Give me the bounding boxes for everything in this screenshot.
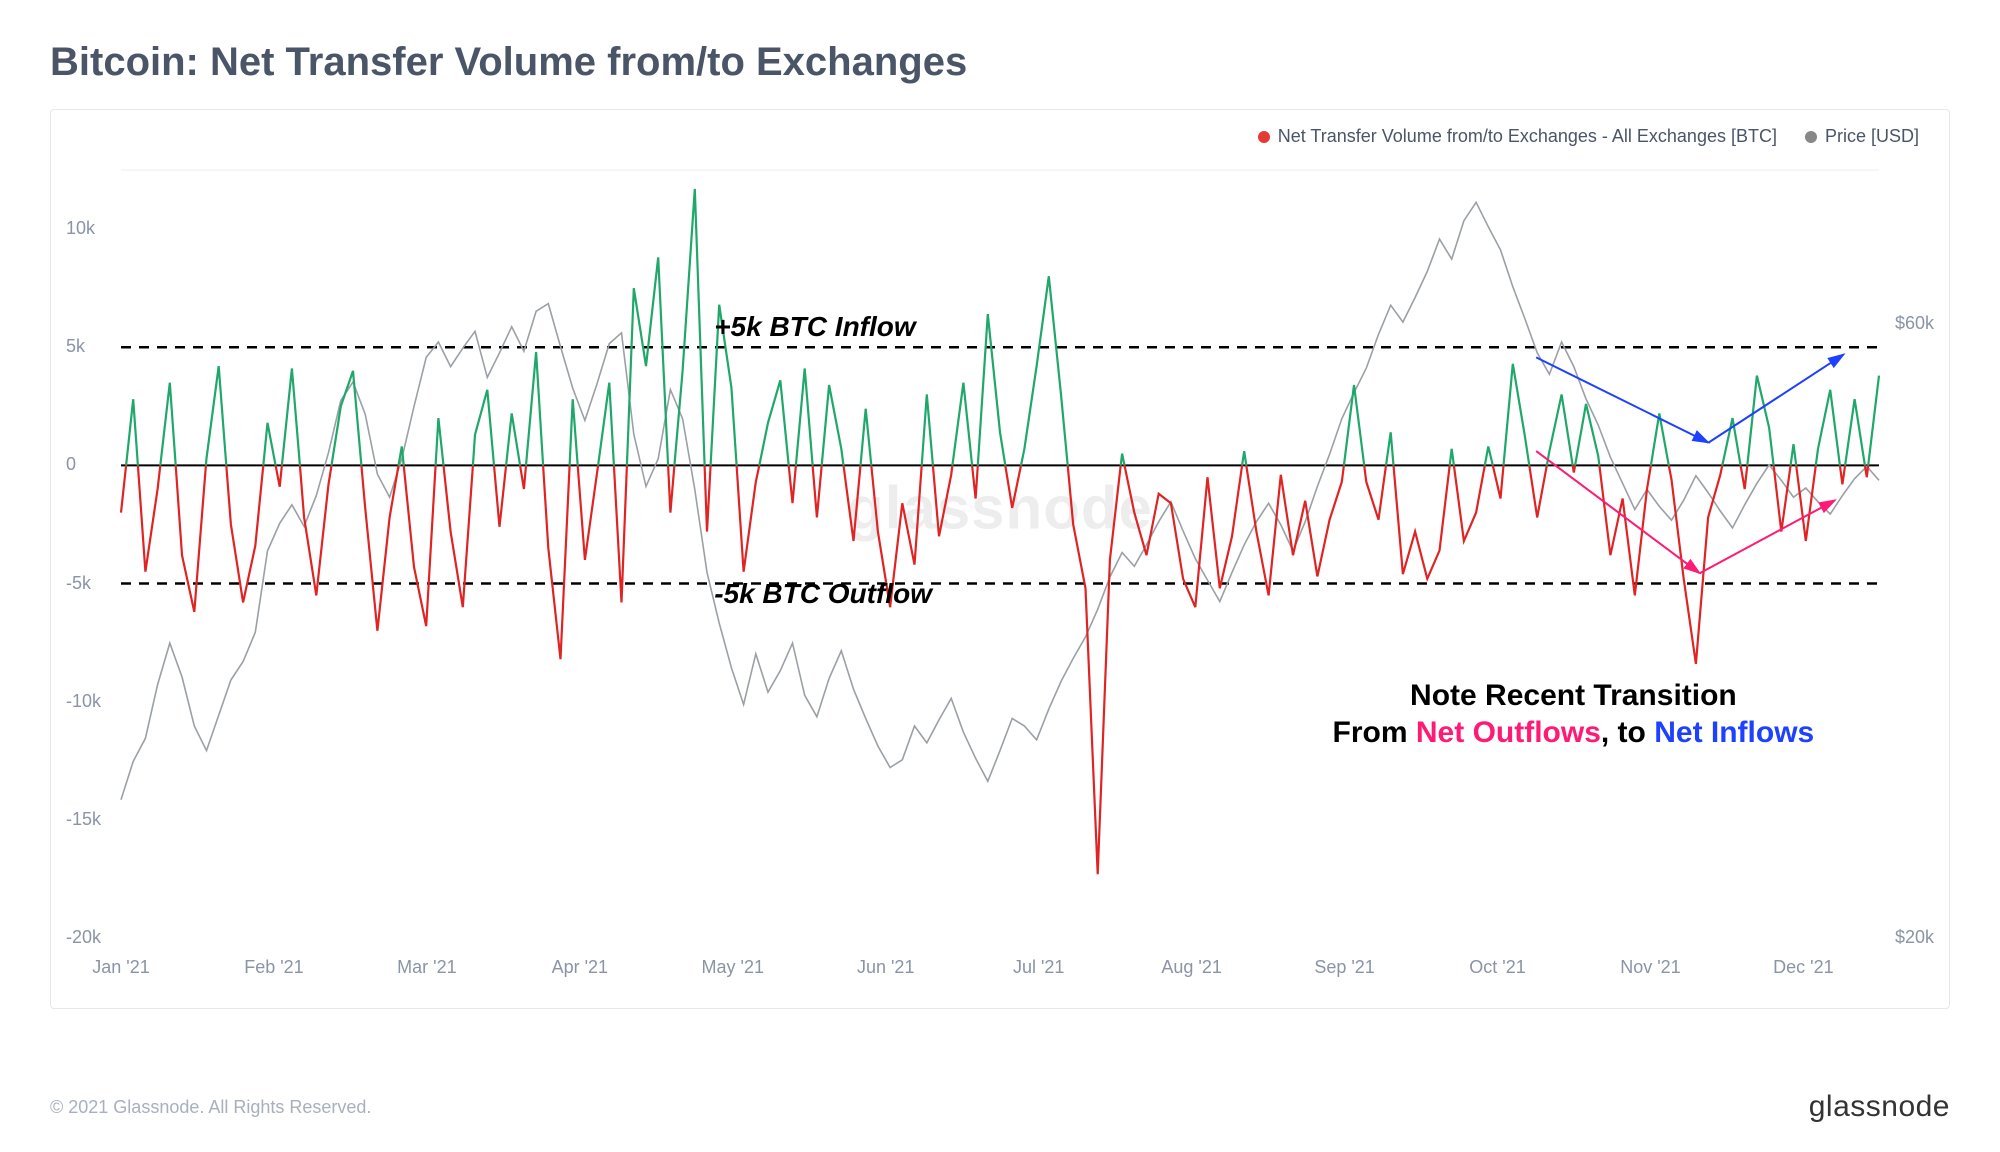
legend-label-volume: Net Transfer Volume from/to Exchanges - …: [1278, 126, 1777, 147]
y-right-tick: $20k: [1895, 927, 1934, 948]
x-tick: Jan '21: [92, 957, 149, 978]
transition-note: Note Recent TransitionFrom Net Outflows,…: [1333, 677, 1815, 752]
legend-label-price: Price [USD]: [1825, 126, 1919, 147]
x-tick: Oct '21: [1469, 957, 1525, 978]
x-tick: Feb '21: [244, 957, 303, 978]
x-tick: Apr '21: [552, 957, 608, 978]
chart-legend: Net Transfer Volume from/to Exchanges - …: [1258, 126, 1919, 147]
y-left-tick: 0: [66, 454, 76, 475]
y-left-tick: -15k: [66, 809, 101, 830]
plot-area: glassnode -20k-15k-10k-5k05k10k$20k$60kJ…: [121, 170, 1879, 938]
threshold-label: -5k BTC Outflow: [714, 578, 932, 610]
x-tick: Jun '21: [857, 957, 914, 978]
y-left-tick: 10k: [66, 218, 95, 239]
x-tick: Sep '21: [1314, 957, 1375, 978]
legend-dot-volume: [1258, 131, 1270, 143]
x-tick: Jul '21: [1013, 957, 1064, 978]
chart-title: Bitcoin: Net Transfer Volume from/to Exc…: [50, 40, 1950, 85]
threshold-label: +5k BTC Inflow: [714, 311, 915, 343]
legend-item-volume: Net Transfer Volume from/to Exchanges - …: [1258, 126, 1777, 147]
x-tick: Aug '21: [1161, 957, 1222, 978]
copyright: © 2021 Glassnode. All Rights Reserved.: [50, 1097, 371, 1118]
y-left-tick: -5k: [66, 573, 91, 594]
brand-logo: glassnode: [1809, 1090, 1950, 1124]
legend-item-price: Price [USD]: [1805, 126, 1919, 147]
x-tick: May '21: [702, 957, 764, 978]
y-left-tick: 5k: [66, 336, 85, 357]
y-right-tick: $60k: [1895, 313, 1934, 334]
annotation-svg: [121, 170, 1879, 938]
x-tick: Mar '21: [397, 957, 456, 978]
y-left-tick: -20k: [66, 927, 101, 948]
y-left-tick: -10k: [66, 691, 101, 712]
legend-dot-price: [1805, 131, 1817, 143]
x-tick: Dec '21: [1773, 957, 1833, 978]
x-tick: Nov '21: [1620, 957, 1680, 978]
chart-frame: Net Transfer Volume from/to Exchanges - …: [50, 109, 1950, 1009]
footer: © 2021 Glassnode. All Rights Reserved. g…: [50, 1090, 1950, 1124]
